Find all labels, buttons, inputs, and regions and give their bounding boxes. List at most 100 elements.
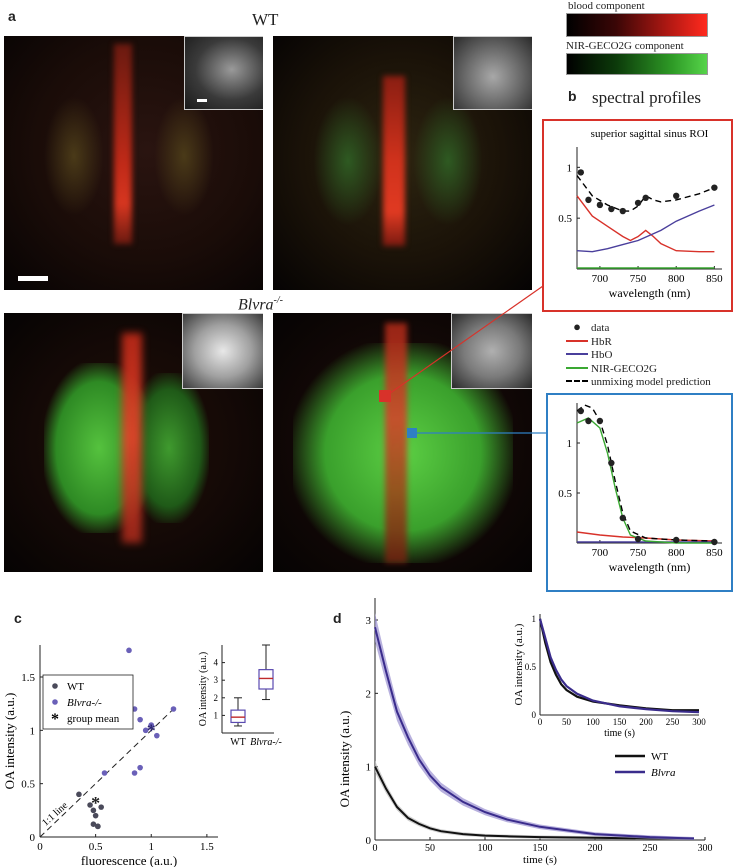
model-line [576, 404, 715, 542]
series-band [375, 760, 694, 840]
data-point [577, 407, 585, 415]
data-point [673, 536, 680, 544]
blood-colorbar-label: blood component [568, 0, 645, 12]
inset-y-tick-label: 0.5 [525, 662, 537, 672]
series-hbr-line [576, 195, 715, 253]
y-tick-label: 0.5 [558, 213, 572, 225]
gfp-colorbar [566, 53, 708, 75]
x-tick-label: 1 [149, 841, 155, 853]
wt-point [98, 804, 104, 810]
x-tick-label: 700 [592, 547, 609, 559]
wt-point [76, 791, 82, 798]
y-tick-label: 1 [567, 162, 573, 174]
data-point [585, 417, 592, 425]
legend-box [42, 674, 134, 730]
inset-y-label: OA intensity (a.u.) [198, 652, 209, 726]
ko-point [126, 647, 132, 654]
wt-group-label: WT [252, 10, 279, 29]
series-line [374, 627, 695, 840]
scale-bar [18, 276, 48, 281]
scale-bar-small [197, 99, 207, 102]
ko-fluorescence-inset-1 [182, 313, 263, 389]
ko-point [148, 722, 155, 728]
wt-point [90, 807, 97, 814]
data-point [711, 538, 718, 546]
legend-ko-label: Blvra [651, 767, 676, 779]
spectral-legend: ● data HbR HbO NIR-GECO2G unmixing model … [563, 320, 711, 390]
panel-b-title: spectral profiles [592, 88, 702, 107]
panel-letter-a: a [8, 8, 16, 24]
legend-hbo: HbO [563, 349, 711, 363]
model-line [576, 175, 715, 212]
box-body [258, 669, 274, 690]
y-tick-label: 1 [366, 762, 372, 774]
series-hbo-line [576, 204, 715, 253]
legend-wt-marker [52, 683, 58, 689]
y-tick-label: 3 [366, 615, 372, 627]
ko-image-2 [273, 313, 532, 572]
x-axis-label: wavelength (nm) [609, 560, 691, 574]
ko-point [142, 727, 149, 734]
inset-y-tick-label: 3 [214, 675, 219, 685]
inset-x-tick-label: 100 [586, 717, 600, 727]
wt-fluorescence-inset-1 [184, 36, 263, 110]
inset-x-tick-label: 50 [562, 717, 572, 727]
data-point [608, 459, 615, 467]
inset-series-line [538, 618, 699, 712]
legend-mean-marker: * [51, 711, 59, 728]
ko-image-1 [4, 313, 263, 572]
blood-colorbar [566, 13, 708, 37]
wt-point [87, 802, 93, 808]
x-axis-label: fluorescence (a.u.) [81, 853, 177, 867]
ko-point [137, 764, 143, 771]
chart-title: cortical ROI [622, 395, 677, 396]
legend-wt-label: WT [67, 681, 84, 693]
x-axis-label: wavelength (nm) [609, 286, 691, 300]
sss-roi-box [542, 119, 733, 312]
data-point [596, 417, 604, 425]
data-point [673, 192, 680, 199]
wt-fluorescence-inset-2 [453, 36, 532, 110]
legend-gfp: NIR-GECO2G [563, 363, 711, 377]
inset-y-tick-label: 2 [214, 693, 219, 703]
data-point [596, 201, 604, 209]
wt-image-1 [4, 36, 263, 290]
x-axis-label: time (s) [523, 854, 557, 866]
ko-point [154, 732, 160, 739]
x-tick-label: 800 [668, 547, 685, 559]
y-tick-label: 0.5 [21, 779, 35, 791]
data-point [619, 514, 626, 522]
data-point [711, 184, 718, 191]
x-tick-label: 300 [698, 843, 713, 854]
cortical-roi-box [546, 393, 733, 592]
cortical-roi-chart: cortical ROI 700 750 800 850 0.5 1 wavelength (… [558, 395, 723, 574]
x-tick-label: 50 [425, 843, 435, 854]
y-tick-label: 1 [567, 438, 573, 450]
data-point [585, 196, 592, 204]
data-point [608, 205, 615, 213]
y-tick-label: 0.5 [558, 488, 572, 500]
data-point [642, 194, 649, 202]
ko-group-label: Blvra-/- [238, 295, 283, 314]
y-axis-label: OA intensity (a.u.) [2, 693, 17, 790]
ko-fluorescence-inset-2 [451, 313, 532, 389]
sss-roi-chart: superior sagittal sinus ROI 700 750 800 850 0… [558, 128, 723, 300]
wt-point [90, 821, 97, 827]
inset-y-tick-label: 1 [532, 614, 537, 624]
ssi-roi-marker [379, 390, 391, 402]
wt-image-2 [273, 36, 532, 290]
x-tick-label: 700 [592, 273, 609, 285]
chart-title: superior sagittal sinus ROI [591, 128, 709, 140]
inset-category-label: Blvra-/- [250, 737, 282, 748]
panel-letter-b: b [568, 88, 577, 104]
identity-line-label: 1:1 line [40, 800, 70, 829]
x-tick-label: 250 [643, 843, 658, 854]
inset-x-label: time (s) [604, 728, 635, 739]
series-nir-geco2g-line [576, 417, 715, 544]
panel-letter-c: c [14, 610, 22, 626]
x-tick-label: 850 [706, 273, 723, 285]
data-point [634, 535, 642, 543]
group-mean-marker: * [91, 793, 100, 813]
data-point [634, 199, 642, 207]
